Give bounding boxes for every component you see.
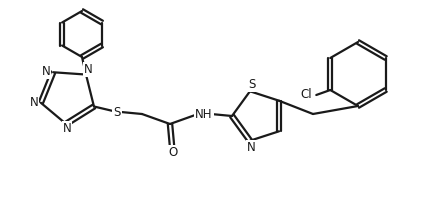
Text: O: O [168,145,178,158]
Text: N: N [84,63,92,76]
Text: S: S [113,107,121,120]
Text: N: N [42,65,50,78]
Text: N: N [63,122,71,135]
Text: NH: NH [195,108,213,121]
Text: N: N [247,141,255,154]
Text: S: S [248,78,256,91]
Text: N: N [29,96,38,109]
Text: Cl: Cl [301,88,312,102]
